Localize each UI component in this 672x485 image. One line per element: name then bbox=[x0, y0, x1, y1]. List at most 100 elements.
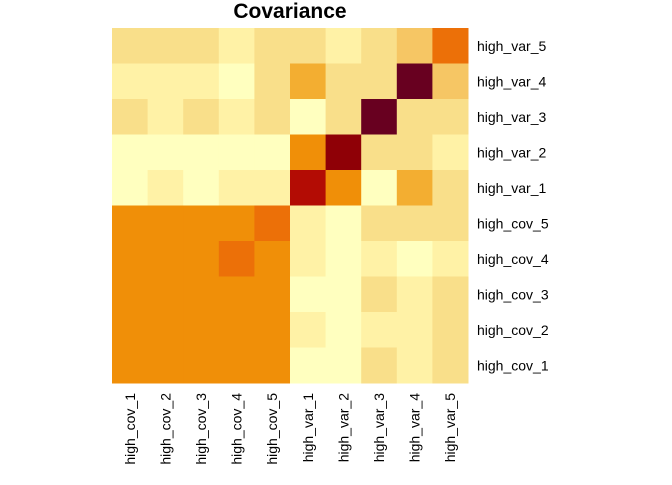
heatmap-cell bbox=[183, 170, 220, 206]
heatmap-cell bbox=[147, 134, 184, 171]
heatmap-cell bbox=[396, 205, 433, 242]
x-tick-label: high_var_3 bbox=[371, 393, 387, 462]
chart-title: Covariance bbox=[233, 0, 346, 23]
heatmap-cell bbox=[361, 134, 398, 171]
heatmap-cell bbox=[290, 312, 327, 348]
y-tick-label: high_var_1 bbox=[477, 180, 546, 196]
heatmap-cell bbox=[112, 28, 149, 64]
heatmap-cell bbox=[396, 99, 433, 135]
heatmap-cell bbox=[218, 312, 255, 348]
heatmap-cell bbox=[147, 205, 184, 242]
heatmap-cell bbox=[254, 241, 291, 277]
heatmap-cell bbox=[147, 347, 184, 384]
heatmap-cell bbox=[147, 170, 184, 206]
y-tick-label: high_var_5 bbox=[477, 38, 546, 54]
heatmap-cell bbox=[396, 276, 433, 313]
heatmap-cell bbox=[361, 28, 398, 64]
y-tick-label: high_var_3 bbox=[477, 109, 546, 125]
heatmap-cell bbox=[432, 347, 469, 384]
heatmap-cell bbox=[183, 99, 220, 135]
heatmap-cell bbox=[218, 241, 255, 277]
heatmap-cell bbox=[361, 241, 398, 277]
heatmap-cell bbox=[218, 28, 255, 64]
heatmap-cell bbox=[112, 63, 149, 100]
heatmap-cell bbox=[432, 170, 469, 206]
heatmap-cell bbox=[183, 28, 220, 64]
heatmap-cell bbox=[112, 134, 149, 171]
heatmap-cell bbox=[325, 28, 362, 64]
heatmap-cell bbox=[325, 63, 362, 100]
heatmap-cell bbox=[432, 276, 469, 313]
heatmap-cell bbox=[325, 347, 362, 384]
heatmap-cell bbox=[183, 276, 220, 313]
heatmap-cell bbox=[112, 241, 149, 277]
x-tick-label: high_cov_2 bbox=[157, 393, 173, 465]
heatmap-cell bbox=[361, 170, 398, 206]
x-tick-label: high_cov_5 bbox=[264, 393, 280, 465]
heatmap-cell bbox=[112, 205, 149, 242]
heatmap-cell bbox=[361, 276, 398, 313]
y-tick-label: high_cov_4 bbox=[477, 251, 549, 267]
y-tick-label: high_var_2 bbox=[477, 144, 546, 160]
heatmap-cell bbox=[218, 347, 255, 384]
heatmap-cell bbox=[290, 28, 327, 64]
heatmap-cell bbox=[325, 205, 362, 242]
heatmap-cell bbox=[396, 241, 433, 277]
heatmap-cell bbox=[112, 276, 149, 313]
heatmap-cell bbox=[432, 205, 469, 242]
heatmap-cell bbox=[290, 63, 327, 100]
heatmap-cell bbox=[218, 205, 255, 242]
y-tick-label: high_cov_3 bbox=[477, 286, 549, 302]
heatmap-cell bbox=[218, 99, 255, 135]
heatmap-cell bbox=[183, 205, 220, 242]
heatmap-cell bbox=[218, 63, 255, 100]
heatmap-cell bbox=[325, 170, 362, 206]
heatmap-cell bbox=[361, 347, 398, 384]
heatmap-cell bbox=[112, 312, 149, 348]
heatmap-cell bbox=[112, 99, 149, 135]
heatmap-cell bbox=[432, 312, 469, 348]
x-tick-label: high_cov_3 bbox=[193, 393, 209, 465]
heatmap-cell bbox=[361, 63, 398, 100]
heatmap-cell bbox=[325, 241, 362, 277]
heatmap-cell bbox=[290, 170, 327, 206]
heatmap-cell bbox=[396, 134, 433, 171]
x-tick-label: high_var_1 bbox=[300, 393, 316, 462]
y-tick-label: high_cov_1 bbox=[477, 357, 549, 373]
y-tick-label: high_var_4 bbox=[477, 73, 546, 89]
heatmap-cell bbox=[254, 205, 291, 242]
heatmap-cell bbox=[147, 28, 184, 64]
heatmap-cell bbox=[325, 312, 362, 348]
y-tick-label: high_cov_2 bbox=[477, 322, 549, 338]
heatmap-cell bbox=[290, 99, 327, 135]
heatmap-cell bbox=[183, 134, 220, 171]
heatmap-cell bbox=[432, 241, 469, 277]
heatmap-cell bbox=[218, 170, 255, 206]
heatmap-cell bbox=[183, 63, 220, 100]
heatmap-cell bbox=[396, 28, 433, 64]
heatmap-cell bbox=[183, 347, 220, 384]
heatmap-cell bbox=[218, 134, 255, 171]
heatmap-cell bbox=[254, 276, 291, 313]
heatmap-cell bbox=[254, 99, 291, 135]
heatmap-cell bbox=[325, 134, 362, 171]
y-tick-label: high_cov_5 bbox=[477, 215, 549, 231]
heatmap-cell bbox=[218, 276, 255, 313]
heatmap-cell bbox=[290, 241, 327, 277]
heatmap-cell bbox=[361, 205, 398, 242]
heatmap-cell bbox=[290, 347, 327, 384]
x-tick-label: high_var_4 bbox=[407, 393, 423, 462]
heatmap-cell bbox=[254, 134, 291, 171]
heatmap-cell bbox=[254, 28, 291, 64]
heatmap-cell bbox=[325, 276, 362, 313]
heatmap-cell bbox=[290, 276, 327, 313]
x-tick-label: high_var_2 bbox=[335, 393, 351, 462]
heatmap-cell bbox=[361, 312, 398, 348]
heatmap-cell bbox=[432, 99, 469, 135]
heatmap-cell bbox=[396, 312, 433, 348]
heatmap-cell bbox=[254, 312, 291, 348]
heatmap-cell bbox=[254, 347, 291, 384]
heatmap-cell bbox=[361, 99, 398, 135]
heatmap-cell bbox=[325, 99, 362, 135]
